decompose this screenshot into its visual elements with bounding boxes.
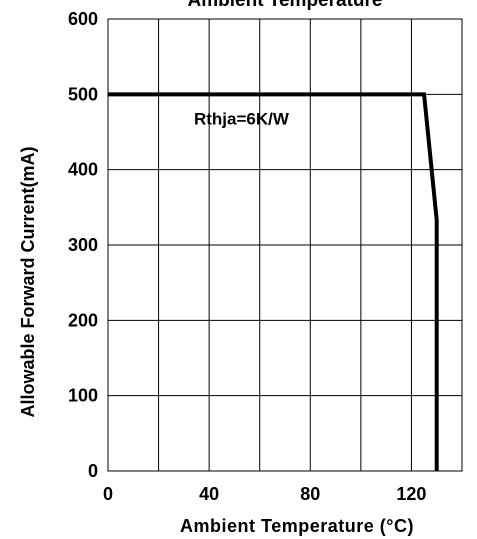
x-tick-label: 80 (300, 484, 320, 504)
curve-annotation: Rthja=6K/W (194, 109, 290, 128)
x-tick-label: 0 (103, 484, 113, 504)
annotations-group: Rthja=6K/W (194, 109, 290, 128)
chart-title: Ambient Temperature (188, 0, 383, 11)
x-axis-ticks: 0 40 80 120 (103, 484, 426, 504)
y-tick-label: 0 (88, 461, 98, 481)
y-axis-label: Allowable Forward Current(mA) (18, 146, 38, 417)
y-tick-label: 300 (68, 235, 98, 255)
series-group (108, 92, 439, 471)
x-tick-label: 120 (396, 484, 426, 504)
y-tick-label: 400 (68, 160, 98, 180)
plot-frame (107, 18, 463, 472)
y-tick-label: 500 (68, 84, 98, 104)
y-axis-ticks: 0 100 200 300 400 500 600 (68, 9, 98, 481)
y-tick-label: 100 (68, 386, 98, 406)
y-tick-label: 600 (68, 9, 98, 29)
plot-grid (107, 18, 463, 472)
series-line (108, 92, 439, 471)
x-tick-label: 40 (199, 484, 219, 504)
x-axis-label: Ambient Temperature (°C) (180, 516, 414, 536)
y-tick-label: 200 (68, 310, 98, 330)
